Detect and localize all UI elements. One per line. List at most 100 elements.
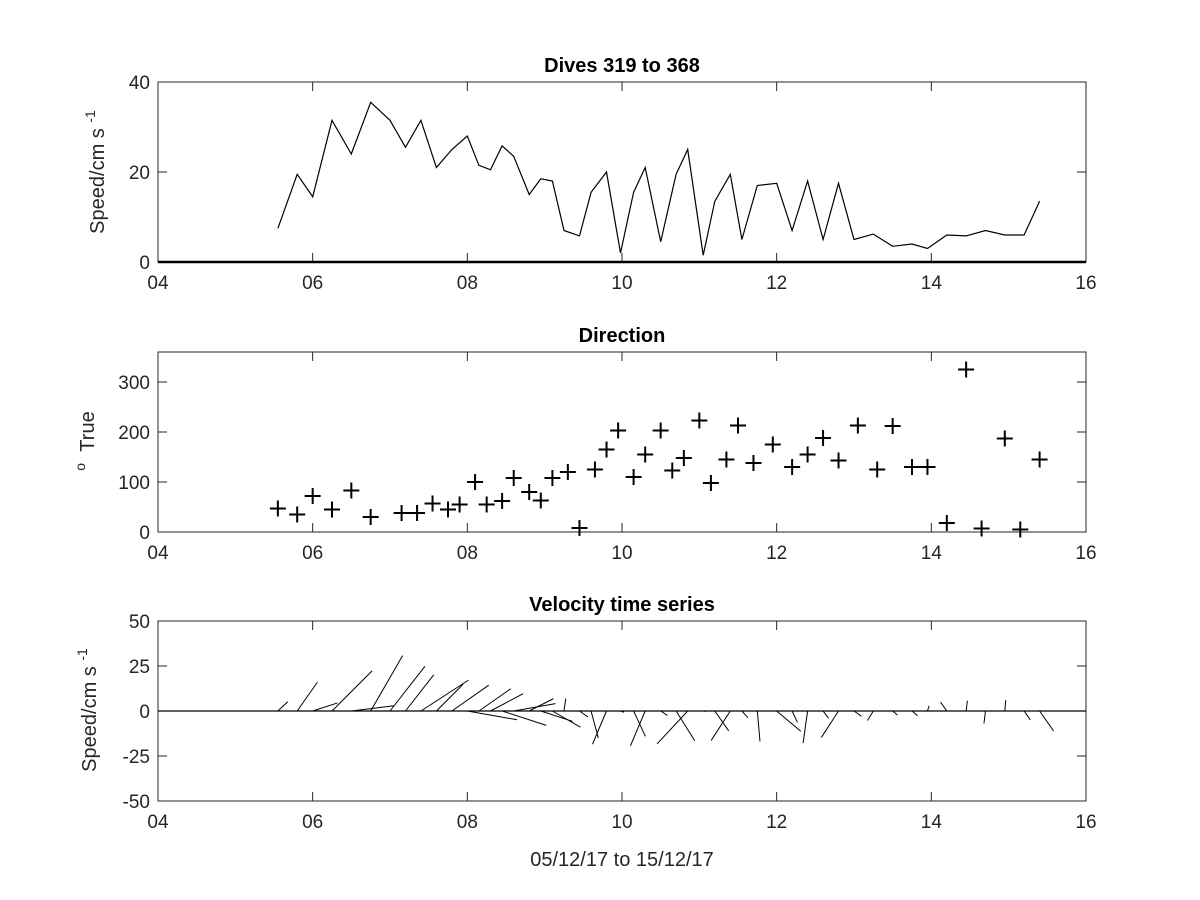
speed-y-tick-label: 20 — [129, 163, 150, 184]
velocity-x-tick-label: 06 — [302, 812, 323, 833]
direction-plus-marker — [598, 441, 615, 458]
speed-panel: Dives 319 to 368 Speed/cm s -1 04 06 08 10 1… — [82, 55, 1097, 294]
velocity-panel-title: Velocity time series — [529, 594, 715, 616]
velocity-y-tick-label: -25 — [123, 747, 150, 768]
velocity-stick — [853, 710, 862, 717]
velocity-x-axis-label: 05/12/17 to 15/12/17 — [530, 849, 714, 871]
direction-x-tick-label: 04 — [147, 543, 169, 564]
direction-x-tick-label: 10 — [611, 543, 632, 564]
direction-y-tick-label: 100 — [118, 473, 150, 494]
direction-plus-marker — [784, 459, 801, 475]
velocity-stick — [714, 710, 730, 732]
direction-plus-marker — [884, 418, 901, 434]
speed-y-axis-label: Speed/cm s -1 — [82, 110, 109, 234]
speed-x-tick-label: 04 — [147, 273, 169, 294]
velocity-y-axis-label: Speed/cm s -1 — [74, 648, 101, 772]
direction-plus-marker — [289, 506, 306, 523]
direction-plus-marker — [440, 501, 456, 518]
speed-x-tick-label: 16 — [1075, 273, 1096, 294]
direction-x-tick-label: 12 — [766, 543, 787, 564]
velocity-stick — [866, 710, 874, 721]
velocity-stick — [656, 710, 689, 745]
velocity-stick — [802, 710, 809, 744]
velocity-stick — [1004, 700, 1007, 712]
direction-plus-marker — [869, 461, 886, 478]
velocity-stick — [620, 710, 625, 713]
direction-plus-marker — [764, 436, 781, 453]
svg-text:Speed/cm s -1: Speed/cm s -1 — [82, 110, 109, 234]
direction-plus-marker — [625, 469, 642, 485]
direction-panel: Direction o True 04 06 08 10 12 14 16 0 100 200 30… — [68, 325, 1097, 564]
velocity-stick — [331, 670, 373, 712]
direction-plus-marker — [849, 417, 866, 434]
direction-plus-marker — [304, 488, 321, 504]
direction-plus-marker — [637, 446, 654, 463]
velocity-stick — [370, 655, 404, 712]
direction-plus-marker — [919, 459, 936, 475]
velocity-x-tick-label: 10 — [611, 812, 632, 833]
direction-plus-marker — [996, 430, 1013, 447]
direction-plus-marker — [702, 475, 719, 491]
direction-y-tick-label: 0 — [139, 523, 150, 544]
velocity-stick — [467, 710, 518, 721]
velocity-stick — [629, 710, 646, 746]
speed-y-axis-label-text: Speed/cm s — [87, 128, 109, 234]
velocity-y-tick-label: 50 — [129, 612, 150, 633]
direction-plus-marker — [830, 452, 847, 469]
direction-plus-marker — [505, 470, 522, 486]
direction-plus-marker — [938, 515, 955, 531]
direction-plus-marker — [409, 505, 426, 521]
direction-x-tick-label: 14 — [921, 543, 943, 564]
velocity-stick — [389, 666, 426, 712]
velocity-stick — [926, 705, 930, 712]
speed-x-tick-label: 12 — [766, 273, 787, 294]
velocity-stick — [592, 710, 607, 745]
direction-x-tick-label: 08 — [457, 543, 478, 564]
direction-plus-marker — [799, 446, 816, 463]
direction-plus-marker — [478, 496, 495, 513]
direction-plus-marker — [718, 451, 735, 468]
direction-plus-marker — [559, 464, 576, 480]
direction-y-axis-label-prefix: o — [72, 463, 88, 471]
velocity-stick — [983, 710, 986, 724]
speed-series-line — [277, 101, 1041, 256]
direction-y-tick-label: 200 — [118, 423, 150, 444]
speed-x-tick-label: 10 — [611, 273, 632, 294]
direction-plus-marker — [815, 430, 832, 446]
velocity-stick — [277, 701, 289, 712]
direction-plus-marker — [610, 422, 627, 439]
speed-panel-title: Dives 319 to 368 — [544, 55, 700, 77]
velocity-stick — [940, 701, 948, 712]
velocity-y-tick-label: 25 — [129, 657, 150, 678]
velocity-stick — [312, 702, 338, 712]
velocity-x-tick-label: 16 — [1075, 812, 1096, 833]
direction-plus-marker — [904, 459, 920, 475]
velocity-stick — [501, 710, 547, 726]
velocity-stick — [451, 684, 490, 712]
velocity-y-axis-label-superscript: -1 — [74, 648, 90, 661]
velocity-x-tick-label: 14 — [921, 812, 943, 833]
direction-y-axis-label-text: True — [77, 411, 99, 451]
speed-x-tick-label: 08 — [457, 273, 478, 294]
velocity-stick — [791, 710, 798, 723]
direction-plus-marker — [521, 484, 538, 500]
velocity-stick — [420, 679, 469, 712]
direction-plus-marker — [451, 496, 468, 513]
direction-plus-marker — [586, 461, 603, 478]
velocity-stick — [741, 710, 749, 719]
velocity-stick — [660, 710, 668, 716]
direction-plus-marker — [343, 482, 360, 499]
velocity-stick — [675, 710, 696, 742]
velocity-y-tick-label: -50 — [123, 792, 150, 813]
velocity-stick — [552, 710, 581, 728]
direction-y-axis-label: o True — [68, 411, 99, 470]
velocity-y-axis-label-text: Speed/cm s — [79, 666, 101, 772]
velocity-panel: Velocity time series Speed/cm s -1 05/12… — [74, 594, 1097, 871]
direction-plus-marker — [494, 493, 511, 509]
velocity-x-tick-label: 08 — [457, 812, 478, 833]
velocity-stick — [756, 710, 761, 742]
svg-text:o True: o True — [68, 411, 99, 470]
direction-y-tick-label: 300 — [118, 373, 150, 394]
direction-plus-marker — [362, 509, 379, 525]
